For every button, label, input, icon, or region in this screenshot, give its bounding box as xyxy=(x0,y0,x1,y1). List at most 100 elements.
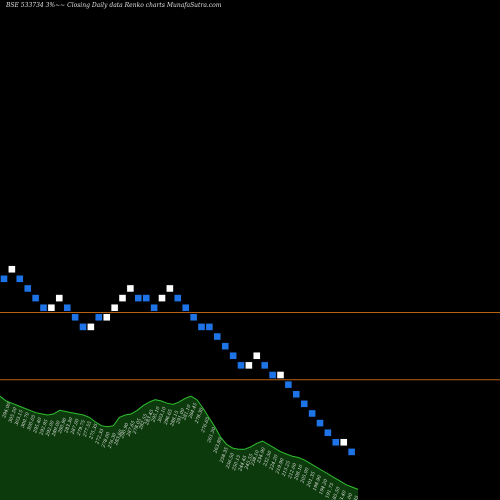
volume-price-label: 279.75 xyxy=(75,419,87,437)
volume-price-label: 263.80 xyxy=(212,437,224,455)
renko-brick-down xyxy=(0,275,8,283)
renko-brick-down xyxy=(142,294,150,302)
renko-brick-up xyxy=(110,303,119,312)
chart-title: BSE 533734 3%~~ Closing Daily data Renko… xyxy=(6,2,222,9)
volume-price-label: 275.35 xyxy=(88,423,100,441)
volume-price-label: 294.00 xyxy=(1,402,13,420)
renko-brick-down xyxy=(79,323,87,331)
volume-price-label: 284.45 xyxy=(187,402,199,420)
renko-brick-down xyxy=(189,313,198,322)
volume-price-label: 290.90 xyxy=(119,422,131,440)
renko-brick-up xyxy=(166,284,174,293)
renko-brick-down xyxy=(229,352,237,360)
renko-brick-down xyxy=(205,323,214,331)
volume-price-label: 296.65 xyxy=(162,408,174,426)
renko-brick-up xyxy=(340,438,348,447)
volume-price-label: 272.35 xyxy=(94,428,106,446)
volume-price-label: 278.00 xyxy=(100,431,112,449)
renko-brick-down xyxy=(150,303,158,312)
renko-brick-down xyxy=(268,371,277,379)
volume-price-label: 300.05 xyxy=(26,414,37,431)
volume-area xyxy=(0,396,358,500)
renko-brick-down xyxy=(16,275,24,283)
renko-brick-down xyxy=(71,313,79,322)
volume-price-label: 224.20 xyxy=(268,454,280,472)
renko-brick-down xyxy=(347,448,356,456)
volume-price-label: 287.00 xyxy=(69,418,81,436)
renko-brick-up xyxy=(102,313,111,322)
volume-price-label: 303.15 xyxy=(14,409,25,426)
volume-price-label: 212.00 xyxy=(287,462,299,480)
volume-price-label: 300.70 xyxy=(20,412,31,429)
renko-brick-down xyxy=(39,303,48,312)
volume-price-label: 183.40 xyxy=(337,490,348,500)
volume-price-label: 238.10 xyxy=(249,449,261,467)
renko-brick-down xyxy=(181,303,190,312)
volume-price-label: 244.45 xyxy=(237,455,249,473)
volume-price-label: 278.30 xyxy=(193,407,205,425)
renko-brick-down xyxy=(134,294,143,302)
volume-price-label: 234.90 xyxy=(256,447,268,465)
volume-price-label: 194.20 xyxy=(318,478,329,495)
volume-price-label: 276.65 xyxy=(200,416,212,434)
chart-header: BSE 533734 3%~~ Closing Daily data Renko… xyxy=(6,2,221,9)
volume-price-label: 181.00 xyxy=(343,492,354,500)
volume-price-label: 291.00 xyxy=(175,408,187,426)
volume-price-label: 283.45 xyxy=(144,409,156,427)
volume-price-label: 198.90 xyxy=(312,474,323,491)
volume-price-label: 303.10 xyxy=(157,406,168,423)
volume-price-label: 258.35 xyxy=(218,446,230,464)
renko-brick-up xyxy=(126,284,135,293)
volume-price-label: 283.30 xyxy=(63,417,75,435)
volume-price-label: 208.10 xyxy=(293,464,305,482)
renko-brick-down xyxy=(237,361,245,370)
volume-price-label: 232.50 xyxy=(262,450,274,468)
reference-lines xyxy=(0,312,500,381)
volume-price-label: 287.65 xyxy=(125,420,137,438)
volume-price-label: 278.05 xyxy=(131,418,143,436)
renko-brick-up xyxy=(276,371,285,379)
renko-brick-up xyxy=(87,323,95,331)
renko-brick-up xyxy=(253,352,261,360)
volume-price-label: 256.50 xyxy=(225,452,237,470)
volume-price-label: 292.00 xyxy=(44,420,56,438)
volume-price-label: 245.55 xyxy=(243,453,255,471)
renko-bricks xyxy=(0,265,356,456)
renko-brick-down xyxy=(31,294,40,302)
volume-price-label: 282.55 xyxy=(138,413,150,431)
volume-price-label: 178.85 xyxy=(349,495,360,500)
volume-price-label: 283.60 xyxy=(113,429,125,447)
renko-brick-down xyxy=(300,400,308,408)
renko-brick-down xyxy=(213,332,222,341)
renko-brick-up xyxy=(8,265,16,273)
renko-brick-up xyxy=(55,294,63,302)
renko-brick-down xyxy=(174,294,182,302)
renko-brick-down xyxy=(261,361,269,370)
volume-outline xyxy=(0,395,359,490)
renko-brick-down xyxy=(316,419,324,427)
volume-price-label: 295.10 xyxy=(150,406,162,424)
renko-brick-down xyxy=(221,342,229,350)
renko-brick-down xyxy=(308,409,316,418)
renko-brick-down xyxy=(292,390,300,398)
renko-brick-down xyxy=(24,284,32,293)
volume-price-label: 276.30 xyxy=(107,432,119,450)
volume-price-label: 288.15 xyxy=(169,410,181,428)
volume-price-label: 185.50 xyxy=(331,486,342,500)
renko-brick-down xyxy=(284,380,293,389)
volume-price-label: 261.50 xyxy=(206,426,218,444)
renko-brick-down xyxy=(63,303,71,312)
renko-brick-down xyxy=(95,313,103,322)
volume-price-label: 201.35 xyxy=(305,471,317,489)
renko-brick-up xyxy=(245,361,253,370)
volume-price-label: 205.00 xyxy=(299,467,311,485)
volume-price-label: 305.50 xyxy=(7,406,18,423)
volume-price-label: 280.90 xyxy=(57,417,69,435)
renko-brick-up xyxy=(118,294,127,302)
volume-price-label: 295.40 xyxy=(32,417,44,435)
volume-price-label: 289.00 xyxy=(51,420,63,438)
volume-price-label: 277.55 xyxy=(82,420,94,438)
volume-panel xyxy=(0,395,359,500)
